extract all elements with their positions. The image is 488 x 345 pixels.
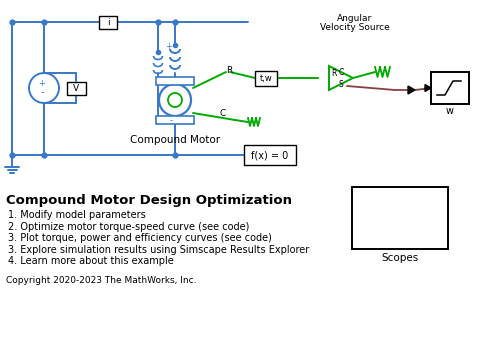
Text: +: +	[39, 79, 45, 88]
Text: t,w: t,w	[260, 73, 272, 82]
Text: S: S	[339, 79, 344, 89]
Bar	[431, 72, 469, 104]
Text: f(x) = 0: f(x) = 0	[251, 150, 288, 160]
Bar	[156, 116, 194, 124]
Text: Compound Motor: Compound Motor	[130, 135, 220, 145]
Text: w: w	[446, 106, 454, 116]
Bar	[156, 77, 194, 85]
Bar	[99, 16, 117, 29]
Bar	[66, 81, 85, 95]
Text: Copyright 2020-2023 The MathWorks, Inc.: Copyright 2020-2023 The MathWorks, Inc.	[6, 276, 197, 285]
Text: 2. Optimize motor torque-speed curve (see code): 2. Optimize motor torque-speed curve (se…	[8, 221, 249, 231]
Text: 1. Modify model parameters: 1. Modify model parameters	[8, 210, 146, 220]
Bar	[255, 70, 277, 86]
Polygon shape	[425, 85, 431, 91]
Text: 3. Plot torque, power and efficiency curves (see code): 3. Plot torque, power and efficiency cur…	[8, 233, 272, 243]
Bar	[244, 145, 296, 165]
Text: -: -	[40, 87, 44, 97]
Text: i: i	[107, 18, 109, 27]
Text: R: R	[331, 69, 336, 78]
Text: C: C	[338, 68, 344, 77]
Text: R: R	[226, 66, 232, 75]
Text: Compound Motor Design Optimization: Compound Motor Design Optimization	[6, 194, 292, 207]
Polygon shape	[408, 86, 415, 94]
Text: Velocity Source: Velocity Source	[320, 22, 390, 31]
Text: V: V	[73, 83, 79, 92]
Text: +: +	[165, 41, 172, 50]
Text: 4. Learn more about this example: 4. Learn more about this example	[8, 256, 174, 266]
Text: Scopes: Scopes	[382, 253, 419, 263]
Text: C: C	[219, 108, 225, 118]
Text: 3. Explore simulation results using Simscape Results Explorer: 3. Explore simulation results using Sims…	[8, 245, 309, 255]
Text: -: -	[169, 117, 172, 126]
Bar	[352, 187, 448, 249]
Text: Angular: Angular	[337, 13, 373, 22]
